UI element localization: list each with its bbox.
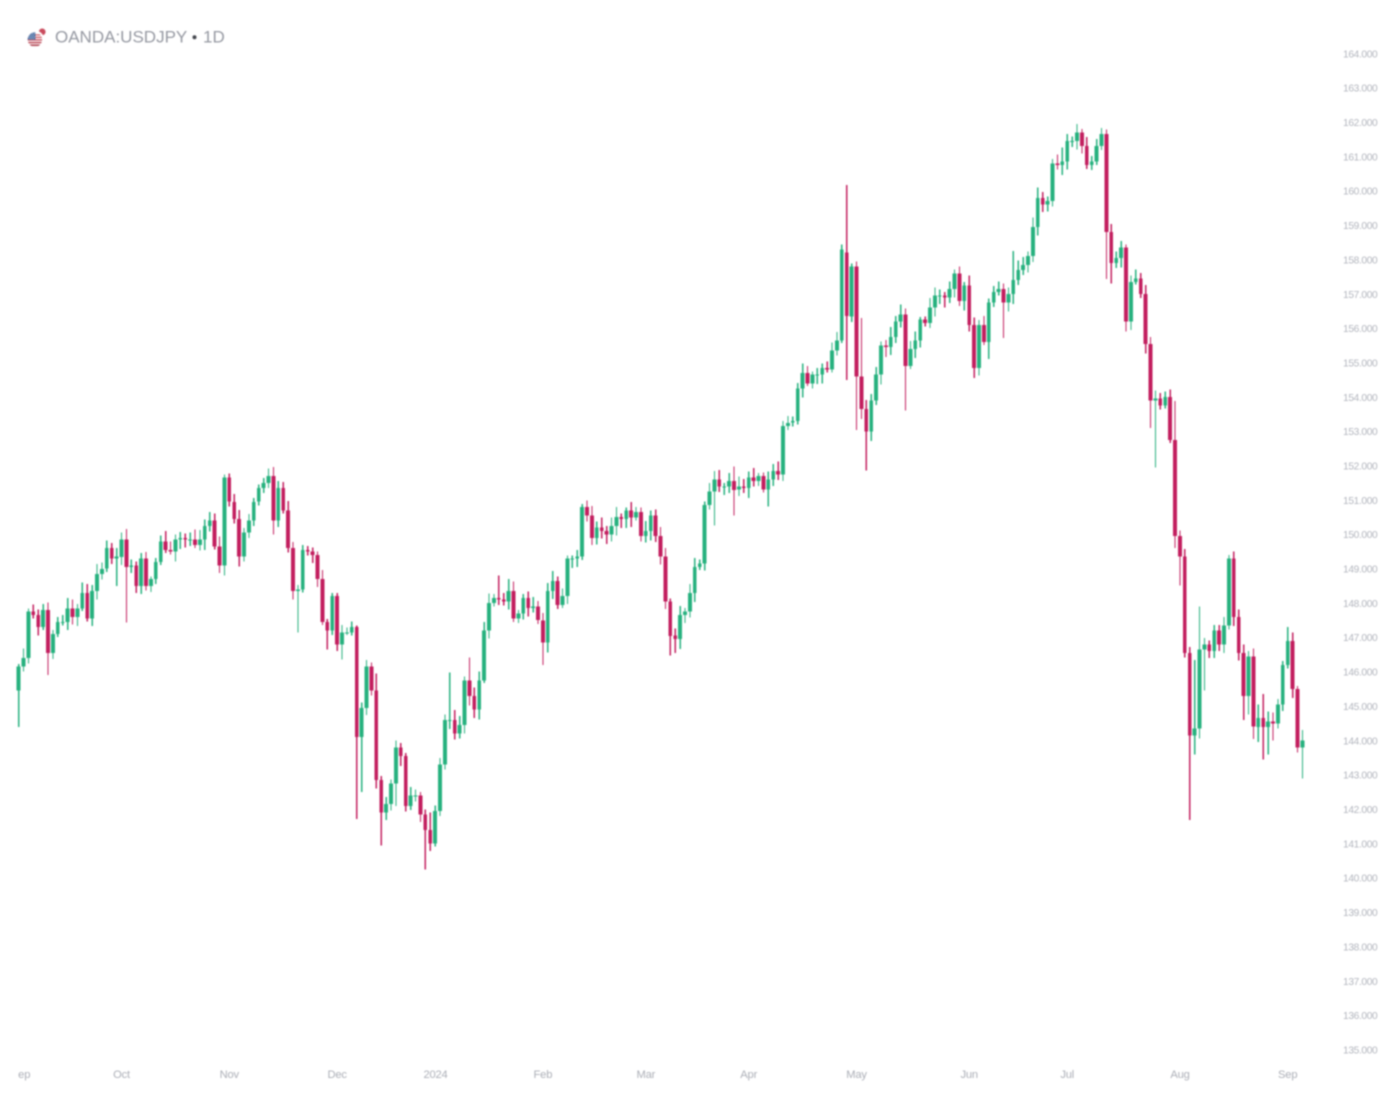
svg-text:162.000: 162.000 — [1343, 118, 1378, 129]
svg-text:Feb: Feb — [534, 1069, 553, 1081]
svg-text:140.000: 140.000 — [1343, 874, 1378, 885]
svg-text:136.000: 136.000 — [1343, 1011, 1378, 1022]
svg-text:152.000: 152.000 — [1343, 462, 1378, 473]
svg-text:OANDA:USDJPY: OANDA:USDJPY — [55, 28, 187, 47]
svg-text:137.000: 137.000 — [1343, 977, 1378, 988]
svg-text:1D: 1D — [203, 28, 225, 47]
svg-text:158.000: 158.000 — [1343, 255, 1378, 266]
svg-text:May: May — [846, 1069, 867, 1081]
svg-text:141.000: 141.000 — [1343, 839, 1378, 850]
svg-text:151.000: 151.000 — [1343, 496, 1378, 507]
svg-text:2024: 2024 — [423, 1069, 447, 1081]
svg-text:Mar: Mar — [636, 1069, 655, 1081]
svg-text:Oct: Oct — [113, 1069, 131, 1081]
svg-text:150.000: 150.000 — [1343, 530, 1378, 541]
svg-text:Dec: Dec — [327, 1069, 347, 1081]
svg-text:Sep: Sep — [1278, 1069, 1297, 1081]
svg-text:139.000: 139.000 — [1343, 908, 1378, 919]
svg-text:149.000: 149.000 — [1343, 565, 1378, 576]
svg-text:164.000: 164.000 — [1343, 49, 1378, 60]
svg-text:155.000: 155.000 — [1343, 359, 1378, 370]
svg-text:148.000: 148.000 — [1343, 599, 1378, 610]
svg-text:144.000: 144.000 — [1343, 736, 1378, 747]
svg-text:Apr: Apr — [740, 1069, 757, 1081]
svg-text:160.000: 160.000 — [1343, 187, 1378, 198]
svg-text:156.000: 156.000 — [1343, 324, 1378, 335]
svg-text:145.000: 145.000 — [1343, 702, 1378, 713]
svg-text:146.000: 146.000 — [1343, 668, 1378, 679]
svg-text:135.000: 135.000 — [1343, 1046, 1378, 1057]
svg-text:153.000: 153.000 — [1343, 427, 1378, 438]
svg-text:Jun: Jun — [960, 1069, 977, 1081]
svg-text:ep: ep — [18, 1069, 30, 1081]
svg-text:143.000: 143.000 — [1343, 771, 1378, 782]
svg-text:147.000: 147.000 — [1343, 633, 1378, 644]
svg-text:161.000: 161.000 — [1343, 152, 1378, 163]
svg-text:157.000: 157.000 — [1343, 290, 1378, 301]
svg-text:138.000: 138.000 — [1343, 942, 1378, 953]
svg-text:163.000: 163.000 — [1343, 84, 1378, 95]
svg-text:159.000: 159.000 — [1343, 221, 1378, 232]
svg-text:Nov: Nov — [220, 1069, 240, 1081]
svg-text:Jul: Jul — [1060, 1069, 1074, 1081]
svg-text:142.000: 142.000 — [1343, 805, 1378, 816]
svg-text:154.000: 154.000 — [1343, 393, 1378, 404]
svg-text:Aug: Aug — [1170, 1069, 1189, 1081]
